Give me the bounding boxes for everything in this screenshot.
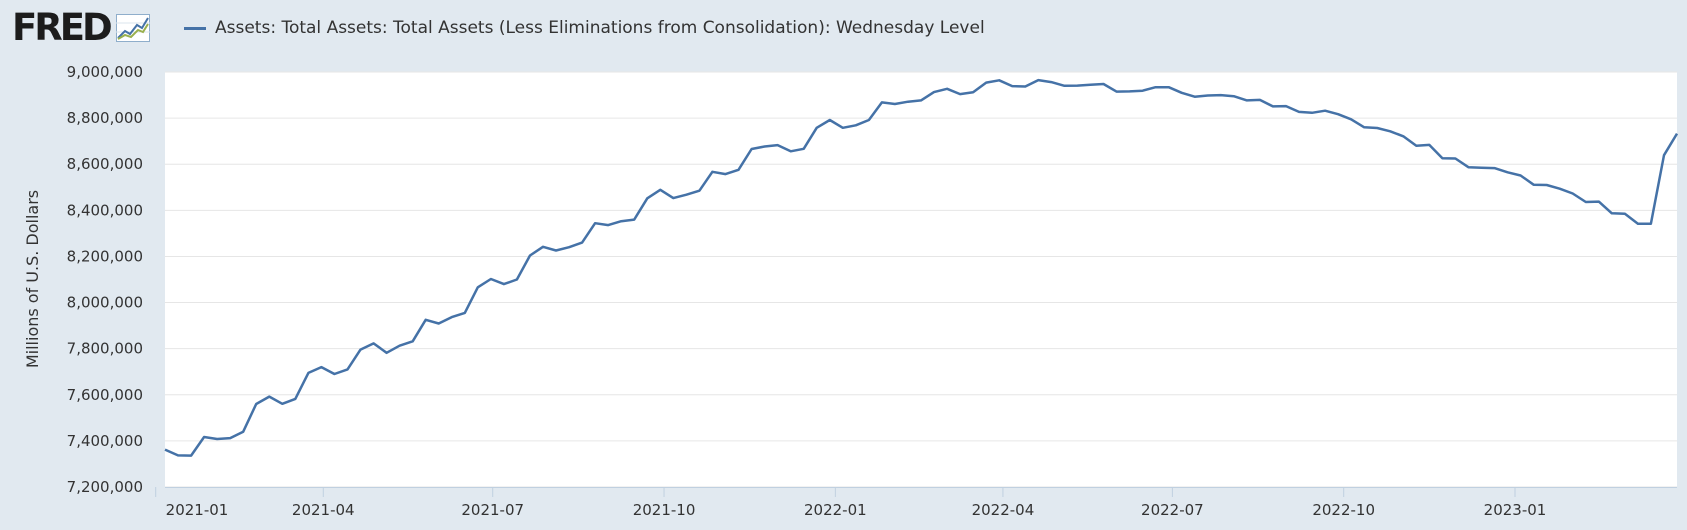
plot-area [165, 72, 1677, 487]
line-chart-icon [115, 14, 150, 42]
fred-logo[interactable]: FRED [12, 8, 150, 48]
x-tick-label: 2021-01 [166, 501, 229, 519]
x-tick-label: 2022-04 [972, 501, 1035, 519]
y-tick-label: 7,800,000 [67, 340, 143, 358]
x-axis: 2021-01 2021-04 2021-07 2021-10 2022-01 2022-… [155, 487, 1677, 519]
x-tick-label: 2022-01 [804, 501, 867, 519]
legend-series-label: Assets: Total Assets: Total Assets (Less… [215, 18, 985, 38]
y-tick-label: 8,600,000 [67, 155, 143, 173]
chart-header: FRED Assets: Total Assets: Total Assets … [0, 0, 1687, 58]
x-tick-label: 2021-04 [292, 501, 355, 519]
y-axis-title: Millions of U.S. Dollars [23, 190, 42, 368]
x-tick-label: 2022-07 [1141, 501, 1204, 519]
x-tick-label: 2023-01 [1484, 501, 1547, 519]
legend-series-swatch [184, 26, 206, 30]
y-tick-label: 8,800,000 [67, 109, 143, 127]
fred-logo-text: FRED [12, 6, 113, 49]
y-tick-label: 9,000,000 [67, 63, 143, 81]
x-tick-label: 2022-10 [1312, 501, 1375, 519]
x-tick-label: 2021-10 [633, 501, 696, 519]
series-line [164, 78, 1679, 457]
x-tick-label: 2021-07 [461, 501, 524, 519]
y-tick-label: 7,400,000 [67, 432, 143, 450]
y-axis: 7,200,000 7,400,000 7,600,000 7,800,000 8,00… [67, 63, 143, 496]
chart-legend[interactable]: Assets: Total Assets: Total Assets (Less… [184, 16, 985, 40]
y-tick-label: 7,200,000 [67, 478, 143, 496]
y-tick-label: 7,600,000 [67, 386, 143, 404]
y-tick-label: 8,000,000 [67, 294, 143, 312]
y-tick-label: 8,400,000 [67, 201, 143, 219]
y-tick-label: 8,200,000 [67, 247, 143, 265]
